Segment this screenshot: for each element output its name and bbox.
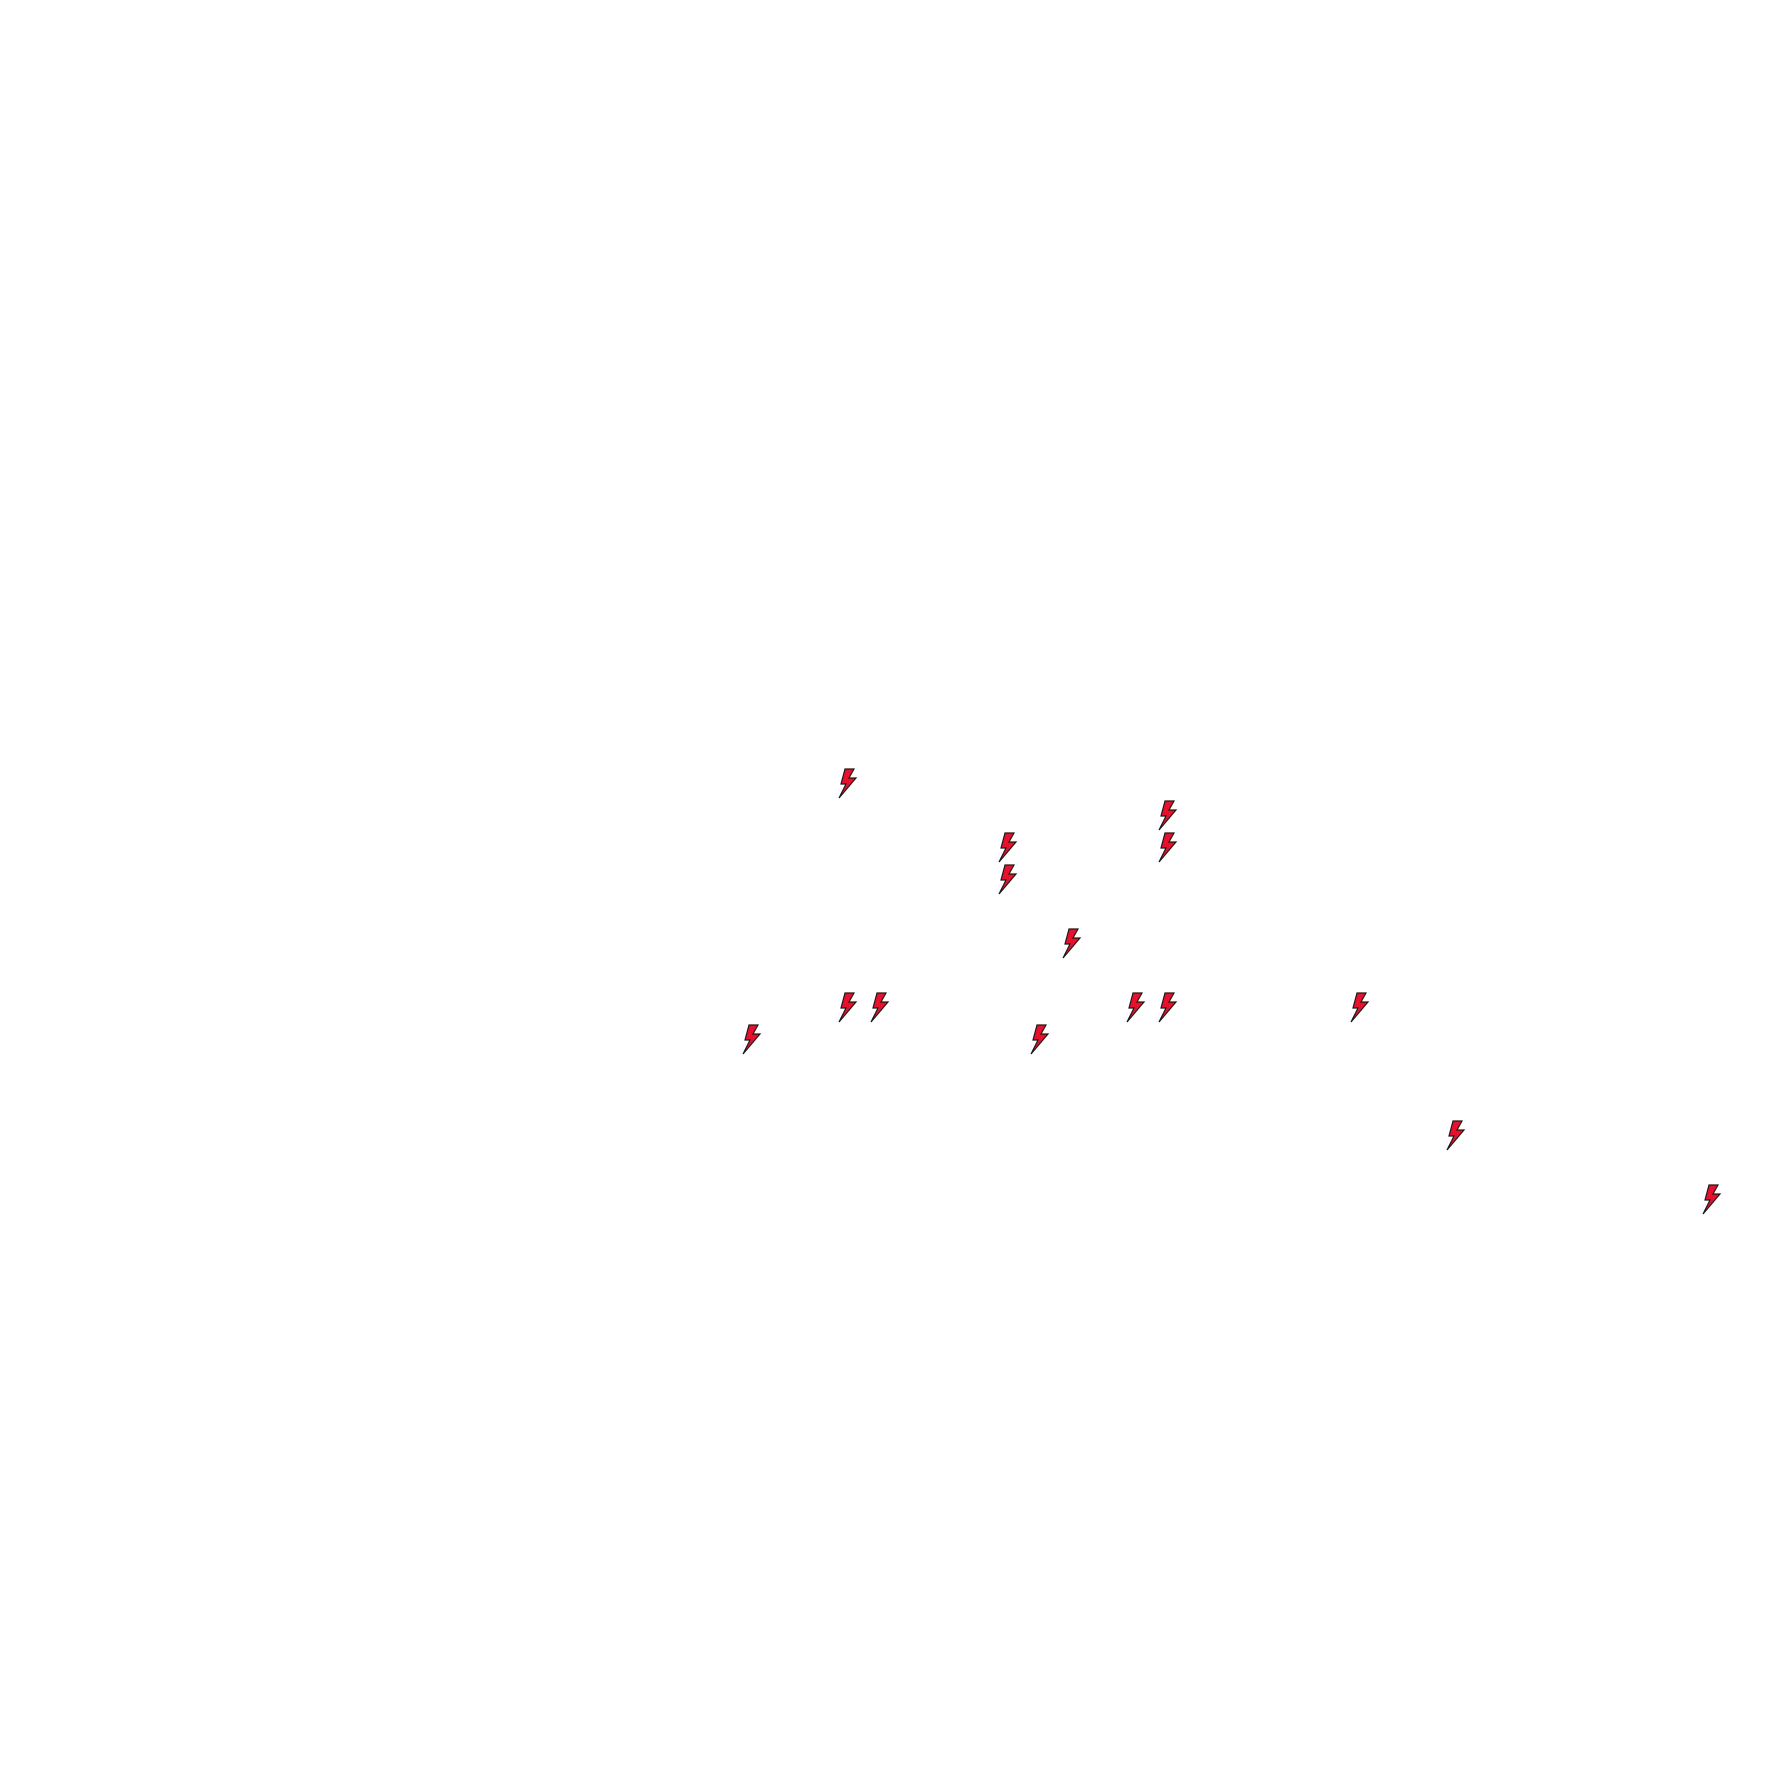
page: Map markers {} html, body { margin: 0; p… bbox=[0, 0, 1792, 1792]
map bbox=[0, 0, 1792, 1792]
page-body bbox=[0, 0, 1792, 1792]
map-background bbox=[0, 0, 1792, 1792]
